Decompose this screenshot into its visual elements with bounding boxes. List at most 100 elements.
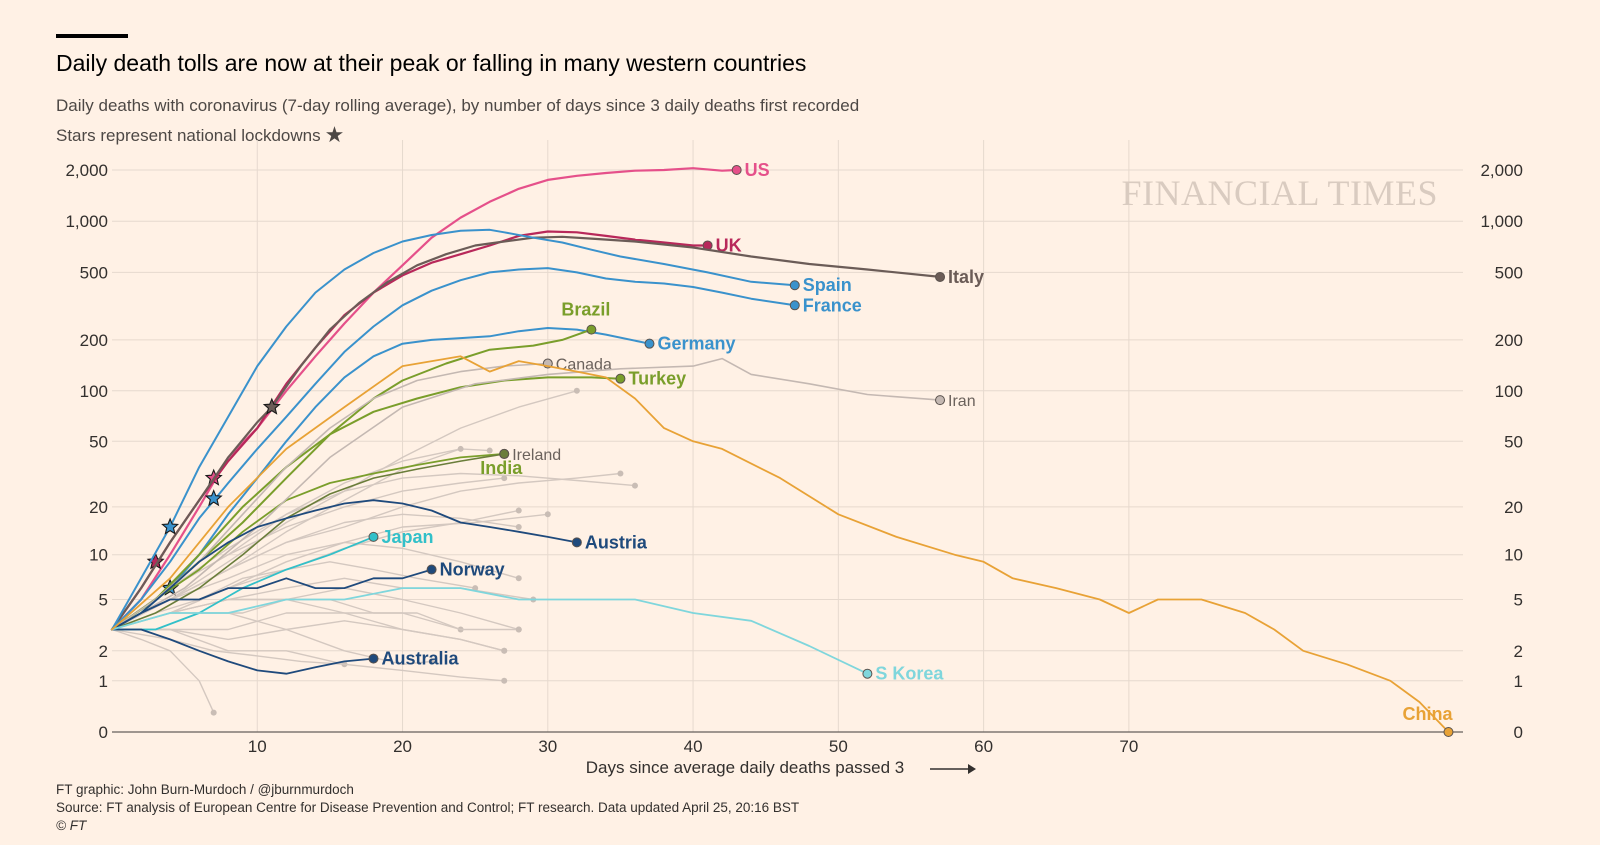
background-series-endpoint	[501, 647, 508, 654]
y-tick-label-right: 1,000	[1480, 212, 1523, 231]
series-endpoint-japan	[368, 531, 379, 542]
y-tick-label-left: 20	[89, 498, 108, 517]
series-endpoint-norway	[426, 564, 437, 575]
series-label-turkey: Turkey	[628, 369, 686, 389]
series-label-india: India	[480, 458, 523, 478]
y-tick-label-left: 10	[89, 546, 108, 565]
star-icon: ★	[324, 122, 345, 147]
background-series-line	[111, 541, 519, 631]
x-tick-label: 40	[684, 737, 703, 756]
series-endpoint-us	[731, 165, 742, 175]
series-endpoint-china	[1443, 727, 1454, 737]
footer-source: Source: FT analysis of European Centre f…	[56, 800, 800, 815]
footer-copyright: © FT	[56, 818, 87, 833]
background-series-endpoint	[515, 524, 522, 531]
background-series-endpoint	[515, 507, 522, 514]
series-label-australia: Australia	[381, 649, 459, 669]
series-label-ireland: Ireland	[512, 447, 561, 464]
background-series-line	[111, 472, 621, 631]
series-line-france	[111, 267, 796, 631]
lockdown-star-icon	[262, 397, 281, 415]
x-tick-label: 30	[538, 737, 557, 756]
background-series-line	[111, 628, 215, 713]
x-axis-label: Days since average daily deaths passed 3	[586, 758, 904, 777]
background-series-line	[111, 472, 636, 631]
background-series-endpoint	[472, 585, 479, 592]
series-endpoint-brazil	[586, 324, 597, 335]
y-tick-label-left: 500	[80, 263, 108, 282]
y-tick-label-left: 2,000	[65, 161, 108, 180]
series-line-iran	[111, 357, 941, 631]
y-tick-label-right: 50	[1504, 432, 1523, 451]
series-label-s-korea: S Korea	[875, 664, 944, 684]
y-tick-label-right: 0	[1514, 723, 1523, 742]
series-line-turkey	[111, 376, 622, 631]
y-tick-label-right: 20	[1504, 498, 1523, 517]
background-series-endpoint	[573, 387, 580, 394]
series-endpoint-austria	[571, 537, 582, 548]
series-endpoint-iran	[935, 395, 946, 406]
chart-subtitle: Daily deaths with coronavirus (7-day rol…	[56, 96, 860, 115]
y-tick-label-left: 5	[99, 591, 108, 610]
y-tick-label-right: 100	[1495, 382, 1523, 401]
background-series-endpoint	[501, 475, 508, 482]
series-label-canada: Canada	[556, 357, 612, 374]
series-endpoint-france	[789, 300, 800, 311]
brand-watermark: FINANCIAL TIMES	[1121, 173, 1438, 213]
series-line-china	[111, 355, 1450, 733]
x-tick-label: 60	[974, 737, 993, 756]
chart-title: Daily death tolls are now at their peak …	[56, 50, 807, 76]
series-label-austria: Austria	[585, 532, 648, 552]
series-label-italy: Italy	[948, 267, 984, 287]
series-label-spain: Spain	[803, 275, 852, 295]
series-label-japan: Japan	[381, 527, 433, 547]
series-line-austria	[111, 499, 578, 631]
series-endpoint-germany	[644, 338, 655, 349]
x-tick-label: 70	[1119, 737, 1138, 756]
series-line-australia	[111, 628, 375, 675]
background-series-endpoint	[428, 658, 435, 665]
x-axis-arrow-icon	[968, 764, 976, 774]
y-tick-label-right: 500	[1495, 263, 1523, 282]
series-line-spain	[111, 228, 796, 631]
lockdown-note: Stars represent national lockdowns	[56, 126, 321, 145]
background-series-line	[111, 390, 578, 631]
background-series-endpoint	[515, 575, 522, 582]
background-series-endpoint	[544, 511, 551, 518]
series-label-china: China	[1402, 704, 1453, 724]
chart-subtitle-lockdowns: Stars represent national lockdowns ★	[56, 121, 344, 147]
footer-credit: FT graphic: John Burn-Murdoch / @jburnmu…	[56, 782, 354, 797]
background-series-endpoint	[617, 470, 624, 477]
y-tick-label-right: 200	[1495, 331, 1523, 350]
y-tick-label-left: 1,000	[65, 212, 108, 231]
series-label-brazil: Brazil	[561, 300, 610, 320]
series-line-india	[111, 453, 506, 631]
series-line-italy	[110, 235, 942, 631]
background-series-endpoint	[501, 677, 508, 684]
background-series-line	[112, 628, 505, 682]
series-label-uk: UK	[716, 235, 742, 255]
y-tick-label-left: 200	[80, 331, 108, 350]
lockdown-star-icon	[161, 517, 180, 535]
series-line-norway	[111, 568, 433, 631]
series-label-france: France	[803, 295, 862, 315]
series-line-ireland	[111, 453, 505, 631]
series-label-germany: Germany	[657, 334, 735, 354]
series-endpoint-australia	[368, 653, 379, 664]
y-tick-label-right: 1	[1514, 672, 1523, 691]
series-endpoint-s-korea	[862, 668, 873, 679]
y-tick-label-right: 2	[1514, 642, 1523, 661]
series-label-iran: Iran	[948, 393, 976, 410]
x-tick-label: 20	[393, 737, 412, 756]
x-tick-label: 10	[248, 737, 267, 756]
y-tick-label-right: 5	[1514, 591, 1523, 610]
series-endpoint-spain	[789, 280, 800, 291]
y-tick-label-left: 1	[99, 672, 108, 691]
y-tick-label-right: 10	[1504, 546, 1523, 565]
series-endpoint-italy	[935, 271, 946, 282]
series-line-s-korea	[111, 587, 869, 675]
background-series-endpoint	[631, 482, 638, 489]
background-series-line	[112, 612, 505, 652]
